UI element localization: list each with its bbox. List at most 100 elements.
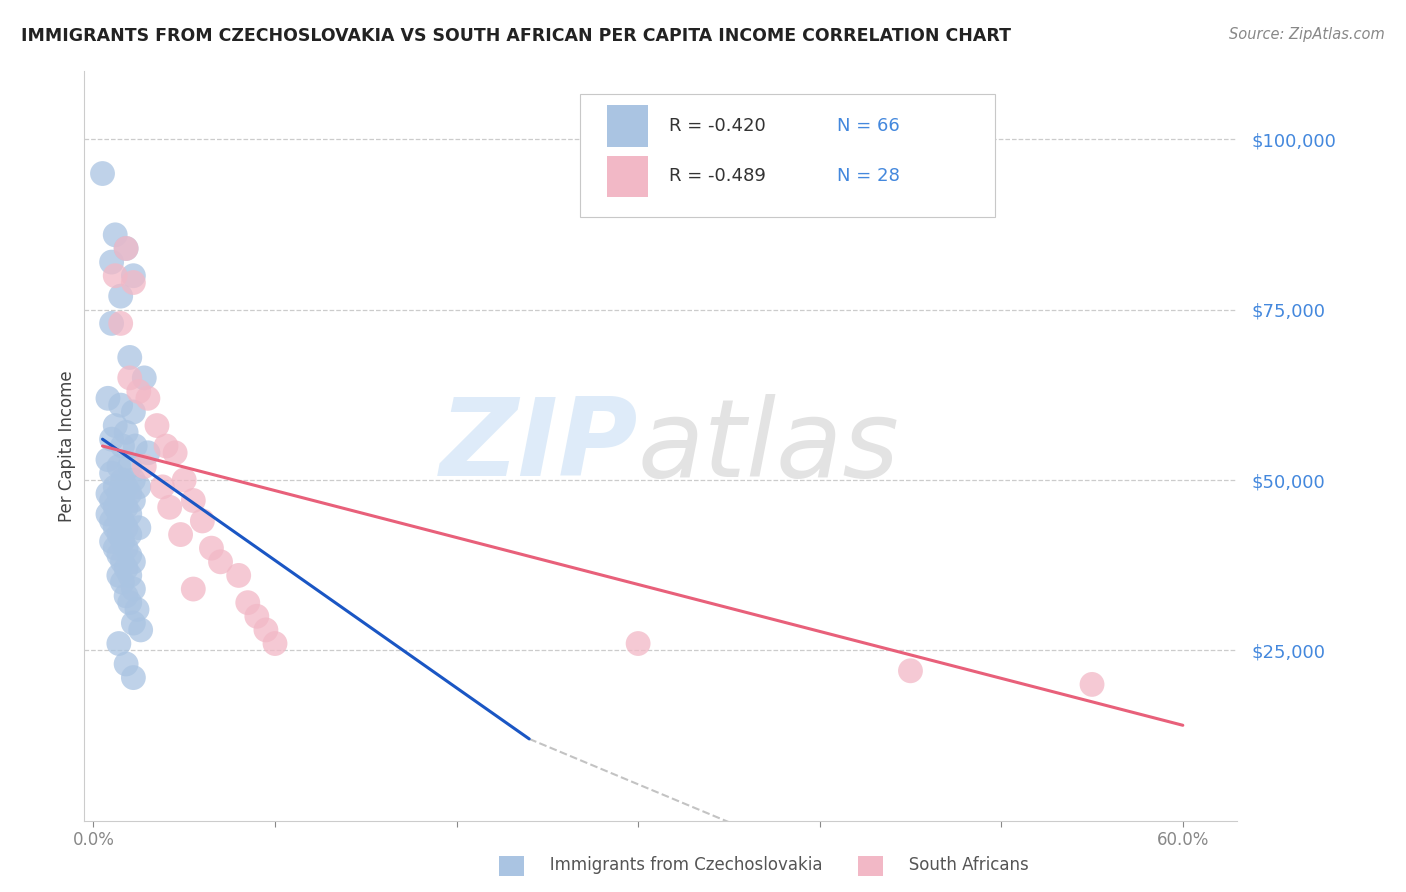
Point [128,480,150,494]
Point [134,371,156,385]
Text: N = 28: N = 28 [837,168,900,186]
Point [97,507,120,521]
Point [115,500,138,515]
Point [108,459,131,474]
Point [97,486,120,500]
Point [122,268,145,283]
Point [111,575,134,590]
Point [155,439,177,453]
Point [136,392,159,406]
Point [122,493,145,508]
FancyBboxPatch shape [581,94,995,218]
Point [264,636,287,650]
Point [122,671,145,685]
Point [169,527,191,541]
Point [627,636,650,650]
Text: N = 66: N = 66 [837,117,900,135]
Point [181,493,204,508]
Point [165,446,187,460]
Text: R = -0.420: R = -0.420 [669,117,766,135]
Point [104,500,127,515]
Point [108,548,131,562]
Point [100,255,122,269]
Point [118,527,141,541]
Point [246,609,269,624]
Point [97,452,120,467]
Point [129,623,152,637]
Point [111,514,134,528]
Point [128,521,150,535]
Point [146,418,169,433]
Text: atlas: atlas [638,393,900,499]
Point [104,268,127,283]
Point [100,493,122,508]
Point [122,616,145,631]
Point [100,534,122,549]
Point [100,317,122,331]
Point [124,439,146,453]
Point [115,589,138,603]
Text: Source: ZipAtlas.com: Source: ZipAtlas.com [1229,27,1385,42]
Point [118,548,141,562]
Point [91,167,114,181]
Point [110,289,132,303]
Point [254,623,277,637]
Point [111,493,134,508]
Point [111,473,134,487]
Point [115,521,138,535]
Text: Immigrants from Czechoslovakia: Immigrants from Czechoslovakia [534,856,823,874]
Point [118,351,141,365]
Point [115,541,138,556]
Point [118,596,141,610]
Point [115,561,138,575]
Point [209,555,232,569]
Point [108,636,131,650]
Point [181,582,204,596]
Point [104,521,127,535]
Text: ZIP: ZIP [440,393,638,499]
Point [118,371,141,385]
Point [122,405,145,419]
Point [108,507,131,521]
Point [115,480,138,494]
Point [122,555,145,569]
Point [173,473,195,487]
Point [104,480,127,494]
Point [111,555,134,569]
Point [118,486,141,500]
Point [152,480,174,494]
Point [110,317,132,331]
Point [125,602,148,616]
Text: South Africans: South Africans [893,856,1029,874]
Point [100,467,122,481]
Point [900,664,922,678]
Point [200,541,222,556]
Point [110,398,132,412]
Point [104,227,127,242]
Point [136,446,159,460]
Point [108,568,131,582]
Point [115,242,138,256]
Point [159,500,181,515]
Point [134,459,156,474]
Point [108,486,131,500]
Point [118,568,141,582]
Text: R = -0.489: R = -0.489 [669,168,766,186]
Point [111,534,134,549]
Point [104,418,127,433]
Point [100,514,122,528]
Point [122,582,145,596]
Point [236,596,259,610]
Point [100,432,122,446]
Point [111,439,134,453]
Text: IMMIGRANTS FROM CZECHOSLOVAKIA VS SOUTH AFRICAN PER CAPITA INCOME CORRELATION CH: IMMIGRANTS FROM CZECHOSLOVAKIA VS SOUTH … [21,27,1011,45]
Point [122,276,145,290]
Point [128,384,150,399]
Point [115,425,138,440]
Point [108,527,131,541]
Point [118,459,141,474]
Point [104,541,127,556]
Point [115,242,138,256]
Point [191,514,214,528]
Point [115,657,138,671]
